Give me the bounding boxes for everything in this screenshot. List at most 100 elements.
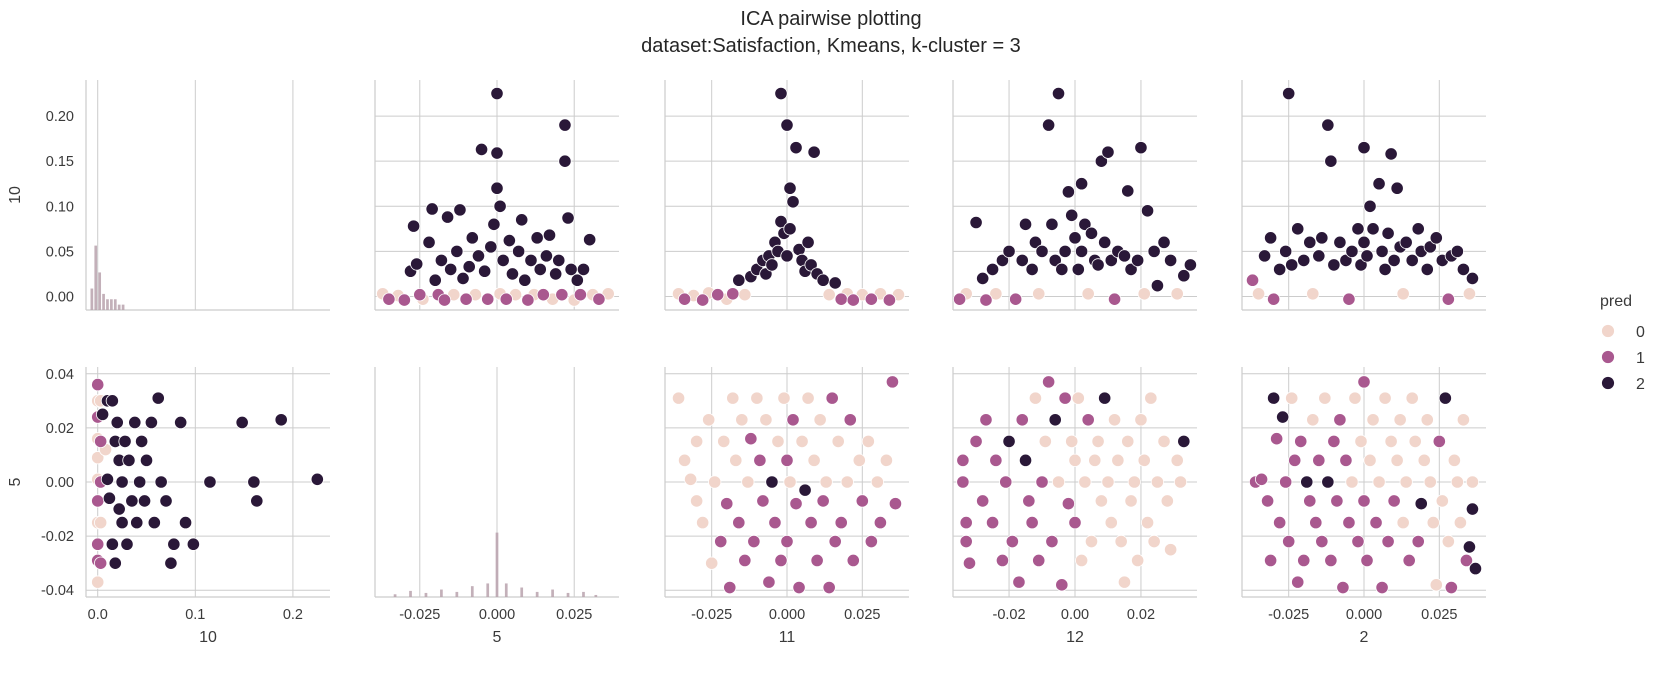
scatter-point [459,292,473,306]
scatter-point [1468,561,1483,576]
histogram-bar [102,293,105,310]
scatter-point [1276,410,1290,424]
scatter-point [1065,434,1079,449]
scatter-point [496,253,510,267]
scatter-point [583,233,597,247]
scatter-point [397,293,411,307]
histogram-bar [440,589,443,597]
scatter-point [1441,534,1455,549]
scatter-point [1372,475,1386,489]
scatter-point [410,257,424,271]
scatter-point [128,415,142,430]
scatter-point [1170,287,1184,301]
scatter-point [726,391,740,405]
scatter-point [747,534,761,549]
scatter-point [521,293,535,307]
scatter-point [959,515,973,530]
scatter-point [1107,413,1122,427]
scatter-point [696,515,710,530]
scatter-point [164,556,178,570]
scatter-point [1459,553,1474,568]
scatter-point [450,244,464,258]
scatter-point [1342,515,1356,530]
scatter-point [1160,494,1174,508]
scatter-point [1339,453,1353,467]
scatter-point [1121,184,1135,198]
scatter-point [813,413,827,427]
scatter-point [732,515,746,530]
panel-r0-c0: 0.00 0.05 0.10 0.15 0.20 10 [7,80,330,311]
scatter-point [100,472,115,486]
scatter-point [677,453,692,467]
legend-title: pred [1600,293,1632,310]
scatter-point [995,253,1010,267]
scatter-point [1405,253,1419,267]
histogram-bar [535,591,539,597]
scatter-point [413,288,427,302]
scatter-point [1363,199,1377,213]
scatter-point [822,580,836,595]
scatter-point [555,288,569,302]
scatter-point [804,258,818,272]
scatter-point [1098,235,1112,249]
y-tick-label: 0.00 [46,289,74,305]
scatter-point [1342,292,1356,306]
scatter-point [108,556,122,570]
scatter-point [1423,475,1437,489]
legend-item-2: 2 [1601,376,1645,393]
scatter-point [1267,292,1281,306]
scatter-point [1426,515,1440,530]
scatter-point [976,271,990,286]
scatter-point [1438,391,1452,405]
scatter-point [762,575,776,589]
scatter-point [831,434,845,449]
scatter-point [1267,391,1281,405]
panel-r1-c4: -0.025 0.000 0.025 2 [1241,367,1486,646]
scatter-point [1408,434,1422,449]
histogram-bar [486,583,490,597]
scatter-point [765,258,779,272]
scatter-point [1387,253,1401,267]
scatter-point [310,472,324,486]
scatter-point [203,475,217,489]
legend: pred 0 1 2 [1600,293,1645,393]
scatter-point [478,264,492,278]
scatter-point [481,292,495,306]
scatter-point [825,391,839,405]
scatter-point [882,293,897,307]
histogram-bar [520,587,524,597]
scatter-point [1164,543,1178,557]
scatter-point [1381,226,1395,240]
panel-r0-c1 [374,80,619,311]
x-tick-label: 0.0 [88,607,108,623]
scatter-point [995,553,1010,568]
x-axis-label: 2 [1360,629,1369,646]
scatter-point [1032,287,1046,301]
scatter-point [1435,494,1449,508]
scatter-point [1104,253,1118,267]
scatter-point [684,472,698,486]
scatter-point [462,260,476,274]
scatter-point [1321,475,1335,489]
scatter-point [1091,258,1105,272]
scatter-point [1390,181,1404,195]
scatter-point [744,432,758,446]
scatter-point [115,515,129,530]
scatter-point [1177,269,1191,283]
scatter-point [122,453,136,467]
scatter-point [1150,279,1165,293]
x-tick-label: 0.000 [769,607,805,623]
legend-item-1: 1 [1601,350,1645,367]
histogram-bar [90,288,94,310]
scatter-point [677,292,692,306]
scatter-point [1157,434,1171,449]
histogram-bar [424,592,428,597]
scatter-point [759,413,773,427]
scatter-point [768,515,782,530]
scatter-point [1348,391,1362,405]
scatter-point [561,211,575,225]
scatter-point [962,556,977,570]
scatter-point [690,434,704,449]
scatter-point [1441,292,1455,306]
x-tick-label: -0.025 [399,607,440,623]
